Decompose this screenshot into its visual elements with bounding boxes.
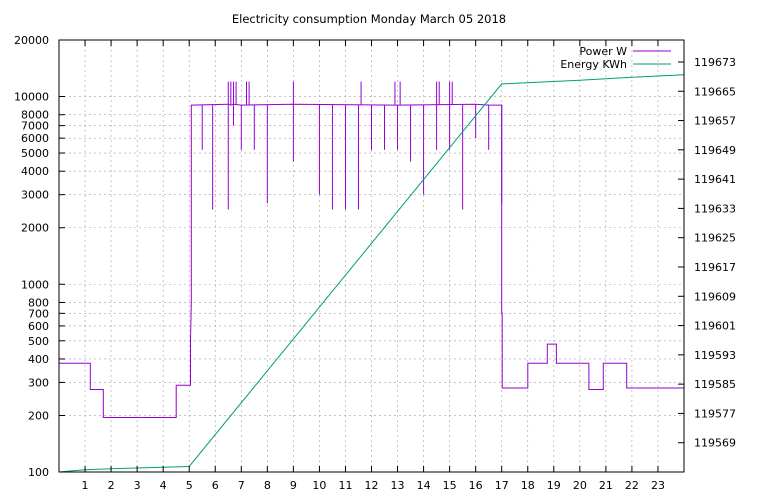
y-tick-label: 700 [28,307,49,320]
x-tick-label: 13 [391,479,405,492]
x-tick-label: 8 [264,479,271,492]
x-tick-label: 15 [443,479,457,492]
y-tick-label: 400 [28,353,49,366]
x-tick-label: 20 [573,479,587,492]
y2-tick-label: 119609 [694,290,736,303]
x-tick-label: 2 [108,479,115,492]
y2-tick-label: 119633 [694,202,736,215]
x-axis-ticks: 1 2 3 4 5 6 7 8 9 10 11 12 13 14 15 16 17 18 19 20 21 22 23 [82,40,665,492]
y2-tick-label: 119641 [694,173,736,186]
y-tick-label: 3000 [21,189,49,202]
y2-tick-label: 119593 [694,349,736,362]
y-tick-label: 5000 [21,147,49,160]
x-tick-label: 4 [160,479,167,492]
x-tick-label: 14 [417,479,431,492]
y-tick-label: 4000 [21,165,49,178]
chart-title: Electricity consumption Monday March 05 … [232,12,506,26]
x-tick-label: 21 [599,479,613,492]
y2-tick-label: 119601 [694,320,736,333]
energy-series-line [58,74,685,473]
y-tick-label: 500 [28,335,49,348]
y2-tick-label: 119625 [694,232,736,245]
x-tick-label: 18 [521,479,535,492]
y-tick-label: 8000 [21,109,49,122]
legend: Power W Energy KWh [560,45,671,71]
x-tick-label: 10 [312,479,326,492]
y2-tick-label: 119585 [694,378,736,391]
x-tick-label: 6 [212,479,219,492]
y2-tick-label: 119617 [694,261,736,274]
x-tick-label: 22 [625,479,639,492]
y-tick-label: 1000 [21,278,49,291]
x-tick-label: 16 [469,479,483,492]
y-tick-label: 100 [28,466,49,479]
y-tick-label: 20000 [14,34,49,47]
y-tick-label: 10000 [14,91,49,104]
y2-tick-label: 119649 [694,144,736,157]
x-tick-label: 1 [82,479,89,492]
y-tick-label: 200 [28,409,49,422]
x-tick-label: 12 [365,479,379,492]
y-tick-label: 6000 [21,132,49,145]
series-layer [58,74,685,473]
y2-axis-ticks: 119569 119577 119585 119593 119601 119609 1196… [678,56,736,450]
x-tick-label: 11 [338,479,352,492]
x-tick-label: 9 [290,479,297,492]
x-tick-label: 7 [238,479,245,492]
y-tick-label: 800 [28,296,49,309]
y2-tick-label: 119665 [694,85,736,98]
y2-tick-label: 119577 [694,407,736,420]
x-tick-label: 23 [651,479,665,492]
legend-label-energy: Energy KWh [560,58,627,71]
y2-tick-label: 119657 [694,115,736,128]
y2-tick-label: 119569 [694,437,736,450]
y-tick-label: 7000 [21,120,49,133]
y-tick-label: 2000 [21,222,49,235]
y2-tick-label: 119673 [694,56,736,69]
x-tick-label: 17 [495,479,509,492]
y-tick-label: 600 [28,320,49,333]
y-tick-label: 300 [28,376,49,389]
legend-label-power: Power W [579,45,627,58]
x-tick-label: 3 [134,479,141,492]
x-tick-label: 5 [186,479,193,492]
x-tick-label: 19 [547,479,561,492]
power-series-line [59,103,684,418]
